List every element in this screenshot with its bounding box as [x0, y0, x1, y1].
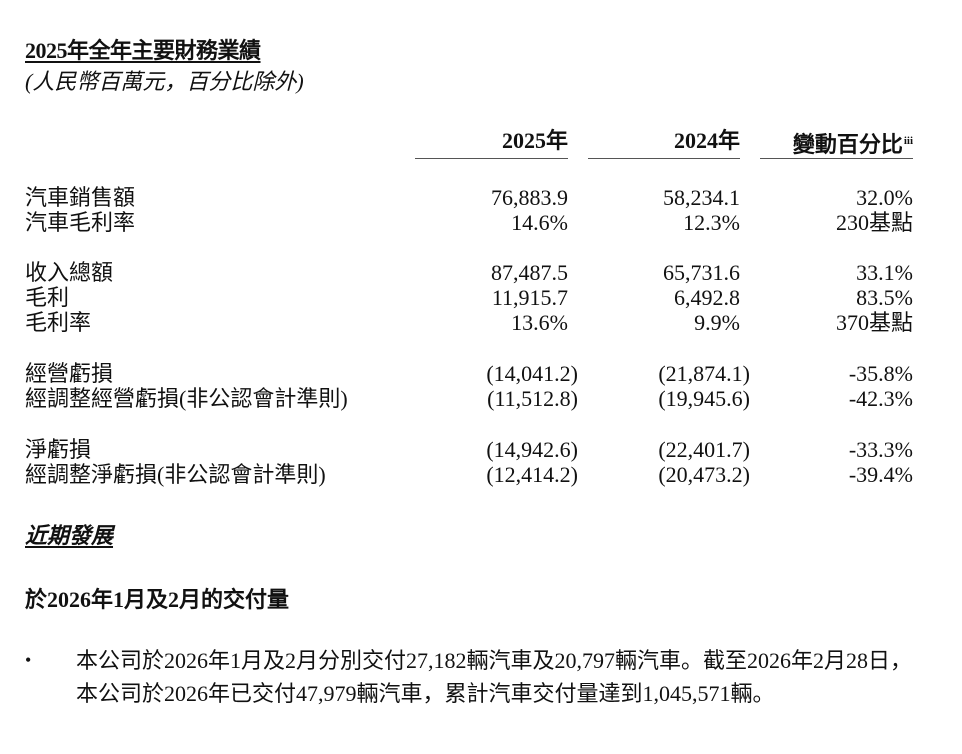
table-row: 毛利率 13.6% 9.9% 370基點 [0, 310, 962, 335]
value-2025: 13.6% [511, 310, 568, 335]
table-group: 汽車銷售額 76,883.9 58,234.1 32.0% 汽車毛利率 14.6% 12.3… [0, 185, 962, 235]
value-change: 32.0% [856, 185, 913, 210]
table-row: 淨虧損 (14,942.6) (22,401.7) -33.3% [0, 437, 962, 462]
change-header-label: 變動百分比 [792, 132, 903, 157]
table-row: 經調整經營虧損(非公認會計準則) (11,512.8) (19,945.6) -42.… [0, 386, 962, 411]
table-row: 經調整淨虧損(非公認會計準則) (12,414.2) (20,473.2) -39.4… [0, 462, 962, 487]
value-2024: (20,473.2) [658, 462, 750, 487]
table-row: 毛利 11,915.7 6,492.8 83.5% [0, 285, 962, 310]
bullet-paragraph: 本公司於2026年1月及2月分別交付27,182輛汽車及20,797輛汽車。截至… [76, 648, 913, 706]
value-change: -42.3% [848, 386, 913, 411]
value-change: 370基點 [835, 310, 913, 335]
section-title: 近期發展 [25, 523, 114, 548]
value-2024: (22,401.7) [658, 437, 750, 462]
value-change: -39.4% [848, 462, 913, 487]
row-label: 汽車毛利率 [25, 210, 136, 235]
value-2025: 87,487.5 [491, 260, 568, 285]
value-2024: (19,945.6) [658, 386, 750, 411]
value-change: 230基點 [835, 210, 913, 235]
table-row: 汽車銷售額 76,883.9 58,234.1 32.0% [0, 185, 962, 210]
row-label: 經調整淨虧損(非公認會計準則) [25, 462, 326, 487]
value-2024: 6,492.8 [674, 285, 740, 310]
footnote-marker: iii [903, 135, 913, 147]
row-label: 收入總額 [25, 260, 114, 285]
subsection-title: 於2026年1月及2月的交付量 [25, 587, 290, 612]
row-label: 毛利率 [25, 310, 92, 335]
value-change: -33.3% [848, 437, 913, 462]
row-label: 淨虧損 [25, 437, 92, 462]
row-label: 毛利 [25, 285, 70, 310]
row-label: 經營虧損 [25, 361, 114, 386]
column-header-change: 變動百分比iii [760, 130, 913, 159]
value-2024: 9.9% [694, 310, 740, 335]
value-change: 83.5% [856, 285, 913, 310]
value-2025: 76,883.9 [491, 185, 568, 210]
value-change: 33.1% [856, 260, 913, 285]
table-group: 收入總額 87,487.5 65,731.6 33.1% 毛利 11,915.7 6,492… [0, 260, 962, 335]
bullet-icon: • [25, 650, 32, 670]
row-label: 汽車銷售額 [25, 185, 136, 210]
value-2025: (12,414.2) [486, 462, 578, 487]
value-change: -35.8% [848, 361, 913, 386]
table-row: 汽車毛利率 14.6% 12.3% 230基點 [0, 210, 962, 235]
page-title: 2025年全年主要財務業績 [25, 38, 261, 63]
value-2025: (11,512.8) [487, 386, 578, 411]
column-header-2024: 2024年 [588, 130, 740, 159]
value-2025: (14,942.6) [486, 437, 578, 462]
value-2024: 12.3% [683, 210, 740, 235]
value-2025: 14.6% [511, 210, 568, 235]
table-row: 經營虧損 (14,041.2) (21,874.1) -35.8% [0, 361, 962, 386]
value-2024: 58,234.1 [663, 185, 740, 210]
column-header-2025: 2025年 [415, 130, 568, 159]
table-row: 收入總額 87,487.5 65,731.6 33.1% [0, 260, 962, 285]
value-2025: 11,915.7 [491, 285, 568, 310]
value-2024: (21,874.1) [658, 361, 750, 386]
value-2025: (14,041.2) [486, 361, 578, 386]
value-2024: 65,731.6 [663, 260, 740, 285]
row-label: 經調整經營虧損(非公認會計準則) [25, 386, 348, 411]
table-group: 淨虧損 (14,942.6) (22,401.7) -33.3% 經調整淨虧損(非公認會… [0, 437, 962, 487]
table-group: 經營虧損 (14,041.2) (21,874.1) -35.8% 經調整經營虧損(非公… [0, 361, 962, 411]
units-note: (人民幣百萬元，百分比除外) [25, 69, 304, 94]
